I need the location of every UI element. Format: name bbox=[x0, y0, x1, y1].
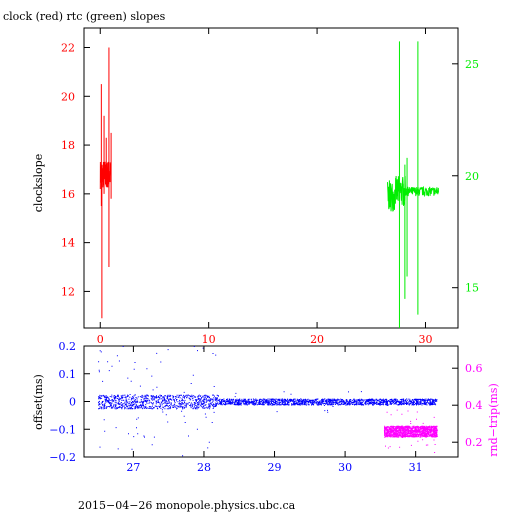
bottom-x-tick-label: 27 bbox=[126, 461, 140, 474]
top-left-tick-label: 22 bbox=[61, 42, 75, 55]
top-x-tick-label: 20 bbox=[310, 333, 324, 346]
top-left-tick-label: 18 bbox=[61, 139, 75, 152]
top-panel-frame bbox=[83, 27, 459, 329]
offset-scatter-points bbox=[98, 346, 438, 457]
footer-host-date: 2015−04−26 monopole.physics.ubc.ca bbox=[78, 499, 296, 512]
roundtrip-scatter-points bbox=[383, 409, 438, 453]
top-x-tick-label: 10 bbox=[202, 333, 216, 346]
bottom-panel-marks bbox=[98, 346, 438, 457]
rtc-slope-series-line bbox=[387, 175, 439, 212]
bottom-left-tick-label: 0 bbox=[69, 396, 76, 409]
bottom-right-tick-label: 0.4 bbox=[465, 399, 483, 412]
bottom-right-tick-label: 0.6 bbox=[465, 362, 483, 375]
top-left-tick-label: 16 bbox=[61, 188, 75, 201]
chart-title: clock (red) rtc (green) slopes bbox=[3, 10, 166, 23]
top-right-tick-label: 25 bbox=[465, 58, 479, 71]
top-left-tick-label: 12 bbox=[61, 285, 75, 298]
top-left-tick-label: 14 bbox=[61, 237, 75, 250]
top-right-tick-label: 20 bbox=[465, 170, 479, 183]
clockslope-axis-label: clockslope bbox=[32, 154, 45, 212]
bottom-left-tick-label: 0.2 bbox=[59, 340, 77, 353]
bottom-right-tick-label: 0.2 bbox=[465, 436, 483, 449]
bottom-left-tick-label: 0.1 bbox=[59, 368, 77, 381]
bottom-x-tick-label: 31 bbox=[409, 461, 423, 474]
offset-axis-label: offset(ms) bbox=[32, 374, 45, 430]
bottom-left-tick-label: −0.2 bbox=[49, 451, 76, 464]
top-x-tick-label: 0 bbox=[97, 333, 104, 346]
top-panel-marks bbox=[99, 41, 439, 328]
axis-ticks: 0 10 20 30 12 14 16 18 20 22 15 20 25 27 28 29 30 31 −0.2 −… bbox=[49, 28, 483, 474]
bottom-x-tick-label: 28 bbox=[197, 461, 211, 474]
bottom-x-tick-label: 29 bbox=[268, 461, 282, 474]
bottom-left-tick-label: −0.1 bbox=[49, 423, 76, 436]
top-x-tick-label: 30 bbox=[418, 333, 432, 346]
top-left-tick-label: 20 bbox=[61, 90, 75, 103]
roundtrip-axis-label: rnd−trip(ms) bbox=[487, 383, 500, 457]
top-right-tick-label: 15 bbox=[465, 282, 479, 295]
bottom-x-tick-label: 30 bbox=[338, 461, 352, 474]
